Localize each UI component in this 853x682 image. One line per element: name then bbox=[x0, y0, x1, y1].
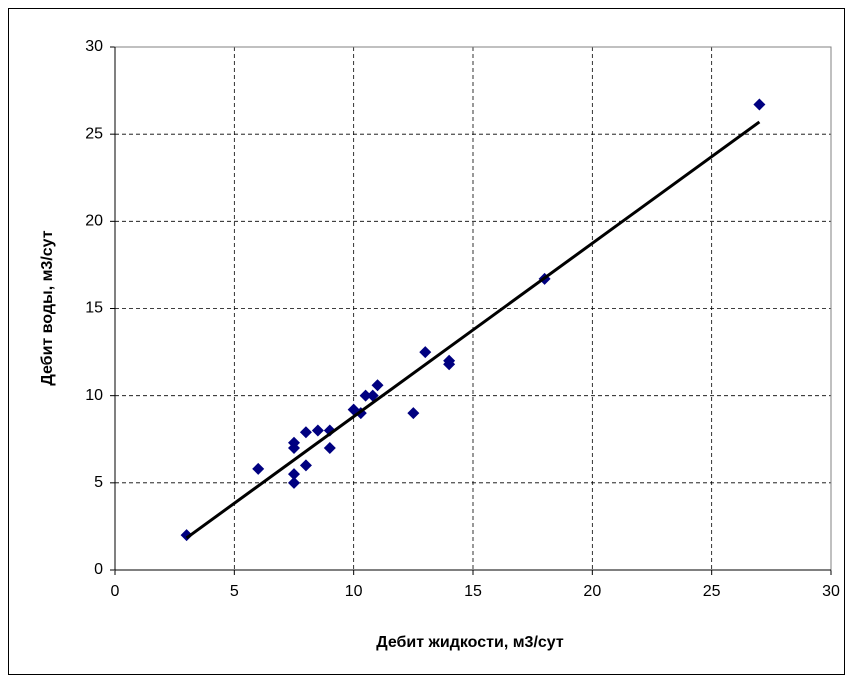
data-point bbox=[753, 98, 766, 111]
chart-frame bbox=[8, 8, 845, 675]
data-point bbox=[288, 441, 300, 454]
x-axis-label: Дебит жидкости, м3/сут bbox=[376, 634, 564, 651]
data-point bbox=[419, 346, 432, 359]
data-point bbox=[407, 407, 420, 420]
data-point bbox=[288, 468, 300, 481]
data-point bbox=[366, 389, 379, 402]
data-point bbox=[299, 459, 312, 472]
data-point bbox=[323, 441, 336, 454]
data-point bbox=[371, 379, 384, 392]
y-tick-label: 0 bbox=[94, 561, 103, 578]
x-tick-label: 10 bbox=[345, 583, 363, 600]
y-tick-label: 20 bbox=[85, 213, 103, 230]
y-tick-label: 5 bbox=[94, 474, 103, 491]
data-point bbox=[288, 476, 300, 489]
data-point bbox=[443, 358, 456, 371]
data-point bbox=[180, 529, 193, 542]
data-point bbox=[299, 426, 312, 439]
y-tick-label: 10 bbox=[85, 387, 103, 404]
y-axis-label: Дебит воды, м3/сут bbox=[39, 230, 56, 385]
data-point bbox=[252, 462, 265, 475]
x-tick-label: 5 bbox=[230, 583, 239, 600]
y-tick-label: 15 bbox=[85, 300, 103, 317]
trend-line bbox=[185, 120, 761, 540]
y-tick-label: 25 bbox=[85, 125, 103, 142]
x-tick-label: 30 bbox=[822, 583, 840, 600]
data-point bbox=[311, 424, 324, 437]
data-point bbox=[359, 389, 372, 402]
x-tick-label: 15 bbox=[464, 583, 482, 600]
x-tick-label: 20 bbox=[583, 583, 601, 600]
x-tick-label: 0 bbox=[111, 583, 120, 600]
y-tick-label: 30 bbox=[85, 38, 103, 55]
x-tick-label: 25 bbox=[703, 583, 721, 600]
